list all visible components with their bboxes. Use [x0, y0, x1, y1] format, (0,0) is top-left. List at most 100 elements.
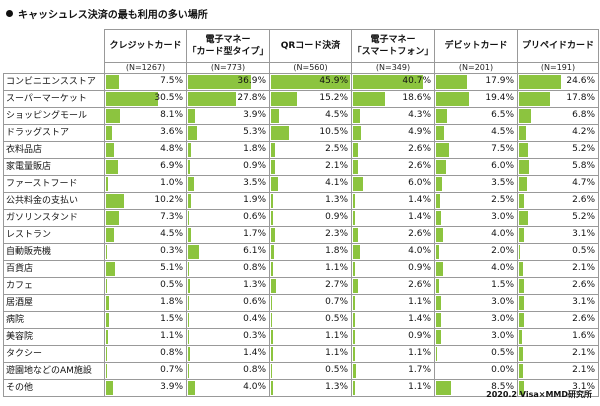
value-cell: 0.8%	[186, 362, 270, 380]
value-cell: 3.6%	[104, 124, 187, 142]
table-row: ファーストフード 1.0% 3.5% 4.1% 6.0% 3.5% 4.7%	[3, 175, 599, 193]
value-bar	[519, 109, 531, 123]
value-bar	[271, 364, 272, 378]
value-bar	[353, 228, 358, 242]
value-cell: 4.0%	[351, 243, 435, 261]
row-label: レストラン	[3, 226, 105, 244]
value-cell: 36.9%	[186, 73, 270, 91]
value-bar	[188, 296, 189, 310]
value-cell: 1.4%	[351, 311, 435, 329]
value-label: 4.7%	[572, 178, 595, 188]
value-label: 3.0%	[491, 314, 514, 324]
value-cell: 1.4%	[351, 192, 435, 210]
value-label: 0.9%	[408, 263, 431, 273]
value-cell: 4.9%	[351, 124, 435, 142]
value-cell: 10.5%	[269, 124, 352, 142]
value-cell: 1.3%	[269, 379, 352, 397]
value-label: 10.5%	[319, 127, 348, 137]
value-label: 0.5%	[160, 280, 183, 290]
value-label: 3.5%	[243, 178, 266, 188]
value-bar	[353, 211, 356, 225]
value-cell: 2.1%	[269, 158, 352, 176]
value-bar	[271, 296, 273, 310]
value-label: 2.6%	[408, 229, 431, 239]
value-label: 2.1%	[572, 365, 595, 375]
value-cell: 6.0%	[434, 158, 518, 176]
value-bar	[519, 313, 524, 327]
value-cell: 0.5%	[104, 277, 187, 295]
value-label: 17.8%	[566, 93, 595, 103]
value-cell: 1.5%	[104, 311, 187, 329]
value-label: 0.6%	[243, 212, 266, 222]
sample-size: (N=560)	[269, 62, 352, 74]
value-bar	[271, 279, 276, 293]
value-label: 1.7%	[243, 229, 266, 239]
value-label: 5.3%	[243, 127, 266, 137]
table-row: 居酒屋 1.8% 0.6% 0.7% 1.1% 3.0% 3.1%	[3, 294, 599, 312]
value-cell: 2.1%	[517, 260, 599, 278]
value-bar	[353, 143, 358, 157]
value-bar	[271, 245, 275, 259]
value-label: 5.2%	[572, 144, 595, 154]
value-cell: 3.9%	[186, 107, 270, 125]
value-cell: 2.6%	[351, 141, 435, 159]
table-row: タクシー 0.8% 1.4% 1.1% 1.1% 0.5% 2.1%	[3, 345, 599, 363]
value-bar	[353, 177, 364, 191]
value-label: 2.1%	[572, 348, 595, 358]
value-label: 1.1%	[408, 297, 431, 307]
column-header-line2: 「スマートフォン」	[352, 46, 434, 57]
value-bar	[519, 279, 524, 293]
column-header: クレジットカード	[104, 29, 187, 63]
value-cell: 6.9%	[104, 158, 187, 176]
value-cell: 5.1%	[104, 260, 187, 278]
value-label: 4.5%	[160, 229, 183, 239]
value-cell: 0.0%	[434, 362, 518, 380]
table-row: 遊園地などのAM施設 0.7% 0.8% 0.5% 1.7% 0.0% 2.1%	[3, 362, 599, 380]
table-row: 美容院 1.1% 0.3% 1.1% 0.9% 3.0% 1.6%	[3, 328, 599, 346]
row-label: ガソリンスタンド	[3, 209, 105, 227]
value-cell: 1.8%	[269, 243, 352, 261]
value-bar	[436, 92, 470, 106]
value-cell: 1.0%	[104, 175, 187, 193]
value-label: 3.1%	[572, 297, 595, 307]
value-cell: 3.1%	[517, 294, 599, 312]
value-label: 1.1%	[408, 382, 431, 392]
value-cell: 3.0%	[434, 209, 518, 227]
value-cell: 30.5%	[104, 90, 187, 108]
value-bar	[271, 228, 275, 242]
value-cell: 27.8%	[186, 90, 270, 108]
value-label: 0.8%	[160, 348, 183, 358]
value-cell: 19.4%	[434, 90, 518, 108]
value-label: 1.8%	[160, 297, 183, 307]
value-label: 1.1%	[160, 331, 183, 341]
value-label: 4.1%	[325, 178, 348, 188]
value-cell: 1.3%	[269, 192, 352, 210]
value-cell: 4.8%	[104, 141, 187, 159]
row-label: タクシー	[3, 345, 105, 363]
value-label: 0.6%	[243, 297, 266, 307]
value-bar	[436, 177, 442, 191]
value-bar	[271, 347, 273, 361]
value-bar	[436, 143, 449, 157]
value-cell: 4.5%	[434, 124, 518, 142]
value-bar	[519, 194, 524, 208]
value-cell: 18.6%	[351, 90, 435, 108]
value-cell: 3.5%	[186, 175, 270, 193]
row-label: ドラッグストア	[3, 124, 105, 142]
value-cell: 2.5%	[269, 141, 352, 159]
row-label: 居酒屋	[3, 294, 105, 312]
value-label: 0.8%	[243, 365, 266, 375]
value-cell: 0.8%	[186, 260, 270, 278]
value-bar	[188, 75, 252, 89]
value-cell: 1.1%	[351, 345, 435, 363]
value-cell: 17.8%	[517, 90, 599, 108]
value-label: 3.9%	[243, 110, 266, 120]
value-label: 15.2%	[319, 93, 348, 103]
table-row: ショッピングモール 8.1% 3.9% 4.5% 4.3% 6.5% 6.8%	[3, 107, 599, 125]
row-label: ショッピングモール	[3, 107, 105, 125]
value-bar	[271, 143, 276, 157]
value-label: 7.3%	[160, 212, 183, 222]
value-cell: 0.5%	[269, 362, 352, 380]
value-cell: 10.2%	[104, 192, 187, 210]
value-bar	[436, 211, 442, 225]
